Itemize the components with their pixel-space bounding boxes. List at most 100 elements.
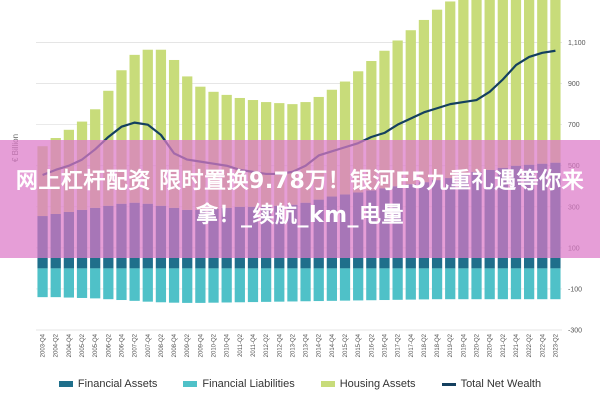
bar-housing-assets — [366, 61, 377, 191]
bar-financial-liabilities — [458, 268, 469, 300]
bar-financial-liabilities — [445, 268, 456, 300]
x-tick-label: 2013-Q2 — [290, 333, 296, 357]
x-tick-label: 2004-Q2 — [54, 333, 60, 357]
x-tick-label: 2018-Q2 — [422, 333, 428, 357]
x-axis: 2003-Q4 2004-Q2 2004-Q4 2005-Q2 2005-Q4 2006-… — [41, 333, 560, 357]
bar-financial-liabilities — [405, 268, 416, 300]
x-tick-label: 2016-Q2 — [369, 333, 375, 357]
bar-financial-liabilities — [366, 268, 377, 301]
bar-financial-liabilities — [208, 268, 219, 303]
bar-housing-assets — [458, 0, 469, 175]
bar-financial-liabilities — [326, 268, 338, 301]
bar-financial-liabilities — [537, 268, 548, 300]
x-tick-label: 2015-Q4 — [356, 333, 362, 357]
bar-housing-assets — [392, 40, 403, 187]
legend-label-financial-assets: Financial Assets — [77, 378, 158, 390]
bar-financial-liabilities — [129, 268, 140, 301]
bar-housing-assets — [418, 19, 430, 183]
x-tick-label: 2017-Q4 — [409, 333, 415, 357]
bar-financial-liabilities — [274, 268, 285, 302]
bar-financial-liabilities — [142, 268, 153, 302]
promo-banner-text: 网上杠杆配资 限时置换9.78万！银河E5九重礼遇等你来拿！_续航_km_电量 — [15, 169, 585, 228]
bar-financial-liabilities — [510, 268, 522, 300]
bar-financial-liabilities — [116, 268, 127, 301]
bar-housing-assets — [168, 59, 180, 208]
bar-financial-liabilities — [313, 268, 324, 302]
bar-housing-assets — [510, 0, 522, 166]
bar-financial-liabilities — [260, 268, 272, 302]
x-tick-label: 2011-Q4 — [251, 333, 257, 357]
legend-swatch-financial-assets — [58, 381, 73, 387]
x-tick-label: 2014-Q4 — [330, 333, 336, 357]
x-tick-label: 2010-Q2 — [212, 333, 218, 357]
bar-housing-assets — [550, 0, 561, 163]
x-tick-label: 2013-Q4 — [304, 333, 310, 357]
x-tick-label: 2009-Q4 — [198, 333, 204, 357]
bar-housing-assets — [353, 71, 364, 193]
x-tick-label: 2016-Q4 — [382, 333, 388, 357]
bar-financial-liabilities — [76, 268, 88, 298]
bar-financial-liabilities — [431, 268, 443, 300]
bar-financial-liabilities — [300, 268, 311, 302]
x-tick-label: 2019-Q4 — [461, 333, 467, 357]
x-tick-label: 2014-Q2 — [317, 333, 323, 357]
legend-swatch-housing-assets — [320, 381, 335, 387]
x-tick-label: 2003-Q4 — [41, 333, 47, 357]
bar-financial-liabilities — [471, 268, 482, 300]
y-tick-label: 900 — [568, 81, 580, 88]
x-tick-label: 2005-Q2 — [80, 333, 86, 357]
x-tick-label: 2019-Q2 — [448, 333, 454, 357]
legend-label-financial-liabilities: Financial Liabilities — [202, 378, 295, 390]
x-tick-label: 2009-Q2 — [185, 333, 191, 357]
bar-financial-liabilities — [484, 268, 495, 300]
bar-housing-assets — [497, 0, 508, 168]
bar-financial-liabilities — [379, 268, 390, 301]
bar-housing-assets — [129, 54, 140, 203]
bar-housing-assets — [445, 1, 456, 179]
x-tick-label: 2010-Q4 — [225, 333, 231, 357]
x-tick-label: 2022-Q2 — [527, 333, 533, 357]
bar-financial-liabilities — [195, 268, 206, 303]
x-tick-label: 2011-Q2 — [238, 333, 244, 357]
promo-banner[interactable]: 网上杠杆配资 限时置换9.78万！银河E5九重礼遇等你来拿！_续航_km_电量 — [0, 140, 600, 258]
bar-financial-liabilities — [234, 268, 245, 303]
x-tick-label: 2012-Q4 — [277, 333, 283, 357]
x-tick-label: 2004-Q4 — [67, 333, 73, 357]
bar-housing-assets — [155, 49, 167, 206]
x-tick-label: 2023-Q2 — [553, 333, 559, 357]
bar-housing-assets — [116, 70, 127, 204]
bar-financial-liabilities — [182, 268, 193, 303]
bar-financial-liabilities — [90, 268, 101, 299]
chart-legend: Financial Assets Financial Liabilities H… — [0, 372, 600, 396]
bar-financial-liabilities — [168, 268, 180, 303]
x-tick-label: 2021-Q4 — [514, 333, 520, 357]
x-tick-label: 2007-Q2 — [133, 333, 139, 357]
bar-financial-liabilities — [523, 268, 535, 300]
y-tick-label: -300 — [568, 328, 582, 335]
bar-financial-liabilities — [353, 268, 364, 301]
bar-financial-liabilities — [497, 268, 508, 300]
legend-item-total-net-wealth: Total Net Wealth — [441, 378, 542, 390]
x-tick-label: 2006-Q2 — [106, 333, 112, 357]
x-tick-label: 2020-Q4 — [488, 333, 494, 357]
bar-financial-liabilities — [247, 268, 259, 303]
bar-financial-liabilities — [155, 268, 167, 303]
bar-financial-liabilities — [287, 268, 298, 302]
bar-financial-liabilities — [50, 268, 61, 298]
x-tick-label: 2017-Q2 — [396, 333, 402, 357]
legend-item-financial-assets: Financial Assets — [58, 378, 158, 390]
bar-housing-assets — [142, 49, 153, 204]
bar-housing-assets — [523, 0, 535, 165]
x-tick-label: 2022-Q4 — [540, 333, 546, 357]
bar-financial-liabilities — [339, 268, 351, 301]
legend-label-total-net-wealth: Total Net Wealth — [460, 378, 542, 390]
bar-financial-liabilities — [550, 268, 561, 300]
bar-housing-assets — [537, 0, 548, 164]
legend-swatch-total-net-wealth — [441, 382, 456, 386]
x-tick-label: 2015-Q2 — [343, 333, 349, 357]
legend-label-housing-assets: Housing Assets — [339, 378, 416, 390]
bar-housing-assets — [471, 0, 482, 172]
x-tick-label: 2021-Q2 — [501, 333, 507, 357]
bar-financial-liabilities — [63, 268, 75, 298]
legend-swatch-financial-liabilities — [183, 381, 198, 387]
